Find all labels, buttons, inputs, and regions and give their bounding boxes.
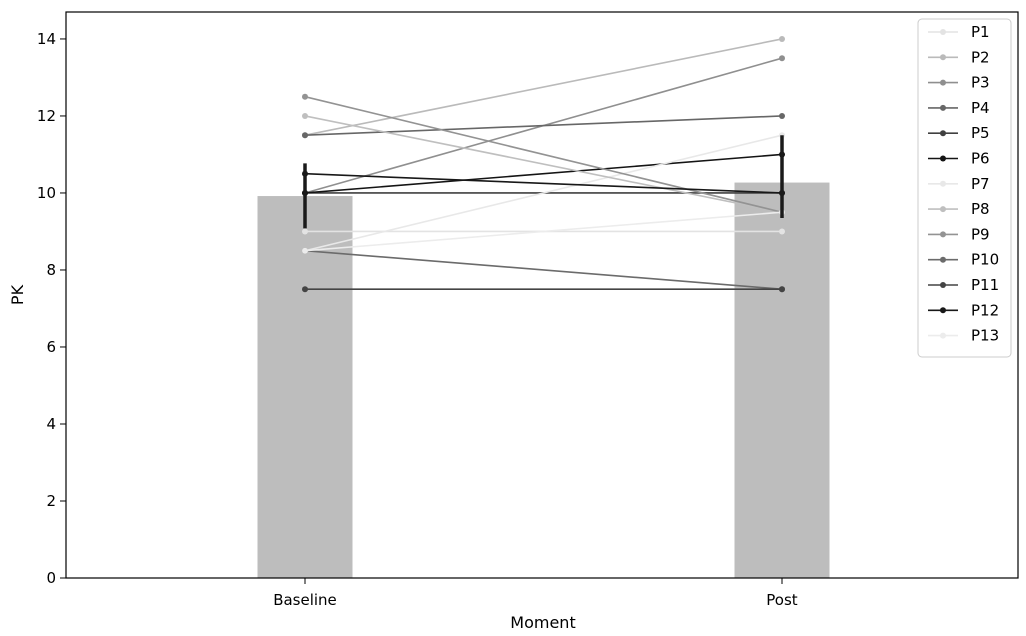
y-axis-label: PK	[8, 284, 27, 305]
bar-post	[734, 182, 830, 578]
legend-entry-label: P3	[971, 74, 990, 92]
point-p1-baseline	[302, 228, 308, 235]
y-tick-label: 8	[46, 261, 56, 279]
series-line-p10	[304, 249, 783, 291]
legend-entry-label: P8	[971, 200, 990, 218]
legend-entry-label: P4	[971, 99, 990, 117]
legend-swatch-marker	[940, 104, 946, 111]
legend-swatch-marker	[940, 307, 946, 314]
plot-frame	[65, 11, 1019, 579]
point-p8-baseline	[302, 112, 308, 119]
y-tick-label: 14	[37, 30, 56, 48]
series-lines-layer	[302, 35, 785, 293]
point-p11-post	[779, 286, 785, 293]
bars-layer	[257, 182, 830, 578]
legend-entry-label: P7	[971, 175, 990, 193]
series-line-p6	[304, 153, 783, 194]
legend-swatch-marker	[940, 256, 946, 263]
legend-swatch-marker	[940, 206, 946, 213]
y-tick-label: 10	[37, 184, 56, 202]
point-p2-post	[779, 35, 785, 42]
y-tick-label: 12	[37, 107, 56, 125]
point-p9-baseline	[302, 93, 308, 100]
error-bars-layer	[303, 135, 784, 229]
series-line-p2	[304, 38, 783, 136]
series-line-p13	[304, 211, 783, 252]
axes-layer: 0 2 4 6 8 10 12 14 Baseline Post	[37, 11, 1019, 609]
point-p11-baseline	[302, 286, 308, 293]
series-line-p7	[304, 134, 783, 252]
legend-swatch-marker	[940, 54, 946, 61]
legend-entry-label: P10	[971, 251, 999, 269]
legend-box	[917, 18, 1012, 358]
point-p1-post	[779, 228, 785, 235]
legend-swatch-marker	[940, 130, 946, 137]
legend-entry-label: P5	[971, 124, 990, 142]
legend-entry-label: P6	[971, 150, 990, 168]
legend-swatch-marker	[940, 231, 946, 238]
legend-swatch-marker	[940, 29, 946, 35]
plot-area	[66, 12, 1018, 578]
legend-swatch-marker	[940, 332, 946, 339]
legend-entry-label: P9	[971, 225, 990, 243]
point-p3-post	[779, 55, 785, 62]
legend-entry-label: P1	[971, 23, 990, 41]
legend-entry-label: P13	[971, 327, 999, 345]
bar-baseline	[257, 196, 353, 578]
point-p4-baseline	[302, 132, 308, 139]
plot-background	[66, 12, 1018, 578]
legend-swatch-marker	[940, 282, 946, 288]
point-p4-post	[779, 112, 785, 119]
x-axis-label: Moment	[510, 613, 575, 632]
legend-entry-label: P11	[971, 276, 999, 294]
y-tick-label: 2	[46, 492, 56, 510]
legend: P1 P2 P3 P4 P5 P6 P7 P8 P9 P10 P11 P12 P13	[917, 18, 1012, 358]
legend-swatch-marker	[940, 180, 946, 187]
legend-swatch-marker	[940, 79, 946, 86]
series-line-p12	[304, 172, 783, 194]
x-tick-label: Baseline	[273, 591, 337, 609]
point-p13-baseline	[302, 247, 308, 254]
y-tick-label: 4	[46, 415, 56, 433]
y-tick-label: 0	[46, 569, 56, 587]
x-tick-label: Post	[766, 591, 798, 609]
legend-entry-label: P2	[971, 48, 990, 66]
y-tick-label: 6	[46, 338, 56, 356]
legend-swatch-marker	[940, 155, 946, 162]
legend-entry-label: P12	[971, 301, 999, 319]
series-line-p8	[304, 115, 783, 214]
series-line-p9	[304, 95, 783, 213]
